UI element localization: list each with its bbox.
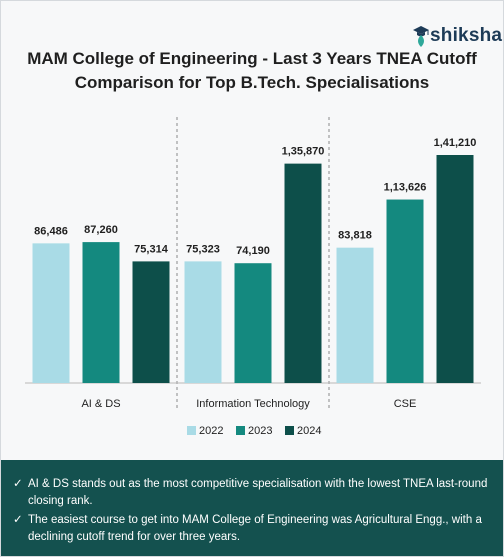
data-label: 87,260 — [84, 224, 118, 236]
category-label: Information Technology — [196, 398, 310, 410]
chart-title-line-1: MAM College of Engineering - Last 3 Year… — [27, 49, 477, 68]
insight-text: AI & DS stands out as the most competiti… — [28, 478, 488, 507]
data-label: 83,818 — [338, 230, 372, 242]
insights-panel: ✓ AI & DS stands out as the most competi… — [1, 460, 503, 556]
bar-2022 — [336, 247, 374, 383]
insight-item: ✓ AI & DS stands out as the most competi… — [13, 476, 491, 510]
bar-2022 — [32, 243, 70, 383]
graduate-cap-icon — [413, 26, 429, 47]
brand-logo: shiksha — [412, 21, 502, 51]
legend-label: 2024 — [297, 425, 321, 437]
legend-swatch — [285, 426, 294, 435]
bar-2022 — [184, 261, 222, 383]
category-label: AI & DS — [81, 398, 120, 410]
bar-2023 — [82, 242, 120, 383]
data-label: 75,314 — [134, 243, 169, 255]
bar-2024 — [132, 261, 170, 383]
brand-name: shiksha — [430, 25, 503, 46]
data-label: 1,41,210 — [434, 137, 477, 149]
bar-2024 — [284, 163, 322, 383]
legend-label: 2022 — [199, 425, 223, 437]
bar-chart: 86,486 87,260 75,314 AI & DS 75,323 74,190 1,3… — [25, 117, 481, 437]
data-label: 75,323 — [186, 243, 220, 255]
insight-text: The easiest course to get into MAM Colle… — [28, 514, 482, 543]
data-label: 74,190 — [236, 245, 270, 257]
data-label: 86,486 — [34, 225, 68, 237]
legend-swatch — [187, 426, 196, 435]
chart-title: MAM College of Engineering - Last 3 Year… — [1, 47, 503, 95]
bar-2023 — [234, 263, 272, 383]
check-icon: ✓ — [13, 514, 23, 526]
check-icon: ✓ — [13, 478, 23, 490]
insight-item: ✓ The easiest course to get into MAM Col… — [13, 512, 491, 546]
legend-swatch — [236, 426, 245, 435]
bar-2023 — [386, 199, 424, 383]
bar-2024 — [436, 155, 474, 383]
chart-title-line-2: Comparison for Top B.Tech. Specialisatio… — [74, 73, 430, 92]
legend-label: 2023 — [248, 425, 272, 437]
data-label: 1,35,870 — [282, 146, 325, 158]
data-label: 1,13,626 — [384, 182, 427, 194]
category-label: CSE — [394, 398, 417, 410]
